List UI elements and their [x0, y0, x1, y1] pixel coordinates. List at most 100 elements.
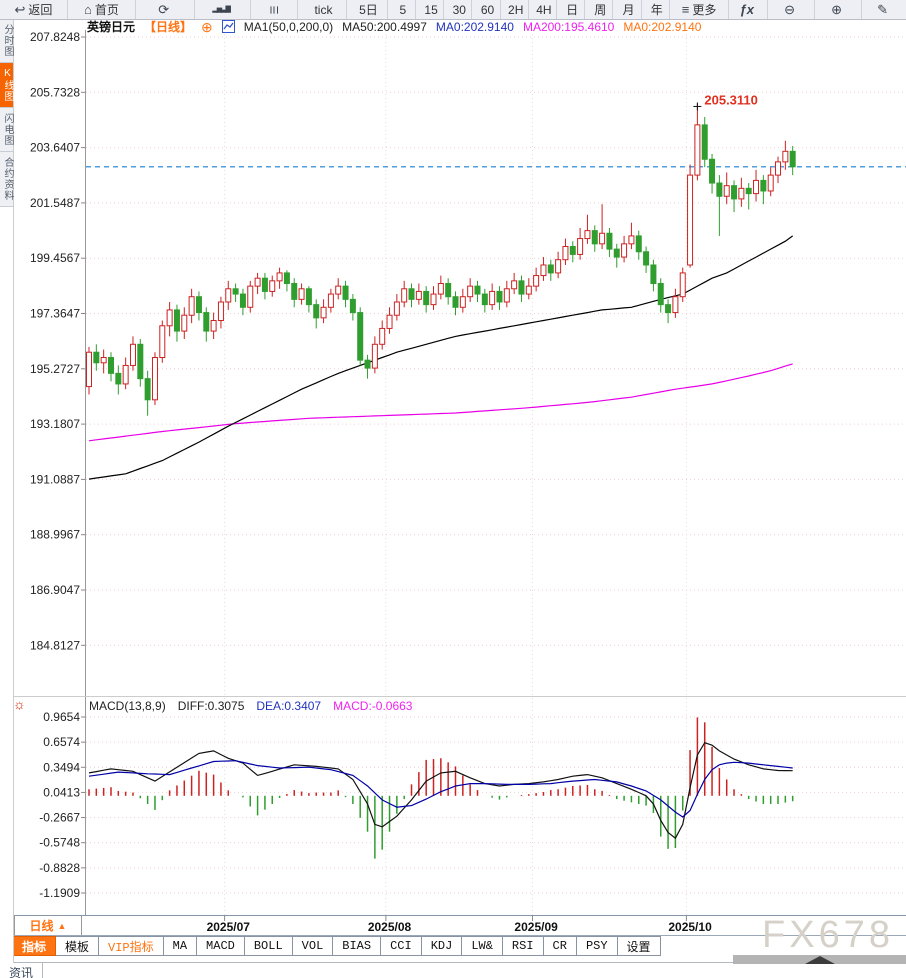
indicator-tab-label: RSI	[511, 939, 534, 953]
sidebar-tab-time-chart[interactable]: 分时图	[0, 19, 13, 63]
candle	[738, 187, 745, 200]
candle	[305, 288, 312, 306]
fx-button[interactable]: ƒx	[729, 0, 769, 19]
tf-5d-button[interactable]: 5日	[347, 0, 388, 19]
ma0-value-blue: MA0:202.9140	[435, 19, 514, 34]
indicator-tab-label: BIAS	[342, 939, 372, 953]
toolbar-button-label: 2H	[508, 2, 524, 17]
candle	[753, 179, 760, 195]
candle	[775, 161, 782, 176]
xaxis-row	[0, 916, 906, 936]
candle	[379, 327, 386, 345]
scroll-up-arrow[interactable]	[805, 956, 835, 964]
candle	[232, 288, 239, 295]
candle	[599, 232, 606, 245]
tick-button[interactable]: tick	[298, 0, 348, 19]
candle	[181, 314, 188, 332]
refresh-icon: ⟳	[158, 2, 170, 17]
period-selector[interactable]: 日线 ▲	[14, 916, 82, 935]
toolbar-button-label: 15	[424, 2, 438, 17]
tf-month-button[interactable]: 月	[613, 0, 642, 19]
tf-day-button[interactable]: 日	[557, 0, 586, 19]
tab-boll[interactable]: BOLL	[244, 936, 293, 956]
tab-cr[interactable]: CR	[543, 936, 577, 956]
sidebar-tab-lightning-chart[interactable]: 闪电图	[0, 108, 13, 152]
toolbar-button-label: tick	[314, 2, 333, 17]
more-icon: ≡	[681, 2, 690, 17]
tab-ma[interactable]: MA	[163, 936, 198, 956]
tf-2h-button[interactable]: 2H	[501, 0, 529, 19]
candle	[518, 280, 525, 295]
refresh-button[interactable]: ⟳	[136, 0, 196, 19]
macd-y-axis-label: 0.0413	[43, 785, 80, 799]
candle	[437, 282, 444, 295]
candle	[562, 245, 569, 261]
horizontal-scrollbar[interactable]	[733, 955, 906, 964]
tab-kdj[interactable]: KDJ	[421, 936, 463, 956]
y-axis-label: 201.5487	[30, 196, 80, 210]
candle	[269, 280, 276, 292]
tab-settings[interactable]: 设置	[617, 936, 661, 956]
tf-year-button[interactable]: 年	[642, 0, 670, 19]
tab-bias[interactable]: BIAS	[333, 936, 382, 956]
kline-popup-icon[interactable]	[221, 20, 235, 33]
zoom-out-button[interactable]: ⊖	[768, 0, 816, 19]
candle	[430, 293, 437, 306]
candle	[657, 282, 664, 306]
symbol-name: 英镑日元	[87, 20, 136, 34]
indicator-settings-icon[interactable]: ☼	[13, 696, 26, 712]
more-button[interactable]: ≡ 更多	[670, 0, 730, 19]
candle	[107, 357, 114, 374]
tf-5-button[interactable]: 5	[388, 0, 416, 19]
toolbar-button-label: 30	[452, 2, 466, 17]
tab-psy[interactable]: PSY	[576, 936, 618, 956]
tab-indicators[interactable]: 指标	[13, 936, 57, 956]
sidebar-tab-kline-chart[interactable]: K线图	[0, 63, 13, 108]
chart-header: 英镑日元 【日线】 ⊕ MA1(50,0,200,0) MA50:200.499…	[87, 18, 702, 35]
macd-params: MACD(13,8,9)	[89, 699, 166, 713]
tab-lw[interactable]: LW&	[462, 936, 503, 956]
back-button[interactable]: ↩ 返回	[0, 0, 68, 19]
tf-week-button[interactable]: 周	[585, 0, 614, 19]
tab-templates[interactable]: 模板	[56, 936, 100, 956]
candle	[511, 280, 518, 290]
candle	[166, 309, 173, 327]
zoom-in-button[interactable]: ⊕	[815, 0, 863, 19]
tab-news[interactable]: 资讯	[0, 963, 44, 978]
candle	[408, 288, 415, 300]
add-favorite-icon[interactable]: ⊕	[201, 18, 213, 35]
tf-15-button[interactable]: 15	[416, 0, 445, 19]
tab-rsi[interactable]: RSI	[502, 936, 544, 956]
indicator-tab-label: LW&	[471, 939, 493, 953]
tab-vol[interactable]: VOL	[292, 936, 334, 956]
candle	[188, 296, 195, 316]
y-axis-label: 188.9967	[30, 528, 80, 542]
tab-cci[interactable]: CCI	[381, 936, 422, 956]
candle	[591, 230, 598, 245]
candle	[276, 272, 283, 282]
candle	[93, 351, 100, 364]
tab-vip-indicators[interactable]: VIP指标	[99, 936, 164, 956]
tab-macd[interactable]: MACD	[197, 936, 245, 956]
sidebar-tab-contract-info[interactable]: 合约资料	[0, 152, 13, 207]
bar-chart-button[interactable]: ▂▅▃▇	[195, 0, 251, 19]
top-toolbar: ↩ 返回 ⌂ 首页 ⟳ ▂▅▃▇ ☰	[0, 0, 906, 20]
tf-30-button[interactable]: 30	[444, 0, 473, 19]
toolbar-button-label: 年	[650, 3, 663, 17]
home-button[interactable]: ⌂ 首页	[68, 0, 136, 19]
macd-diff-value: DIFF:0.3075	[177, 699, 245, 713]
tf-4h-button[interactable]: 4H	[529, 0, 557, 19]
candle	[679, 272, 686, 298]
tf-60-button[interactable]: 60	[472, 0, 501, 19]
candle	[789, 150, 796, 168]
candle	[159, 325, 166, 359]
candle	[665, 304, 672, 314]
ma0-value-orange: MA0:202.9140	[623, 19, 702, 34]
candle	[782, 150, 789, 163]
sliders-button[interactable]: ☰	[251, 0, 298, 19]
draw-button[interactable]: ✎	[862, 0, 906, 19]
candle	[525, 285, 532, 295]
candle	[474, 285, 481, 295]
sidebar-tab-label: 合约资料	[2, 157, 13, 201]
